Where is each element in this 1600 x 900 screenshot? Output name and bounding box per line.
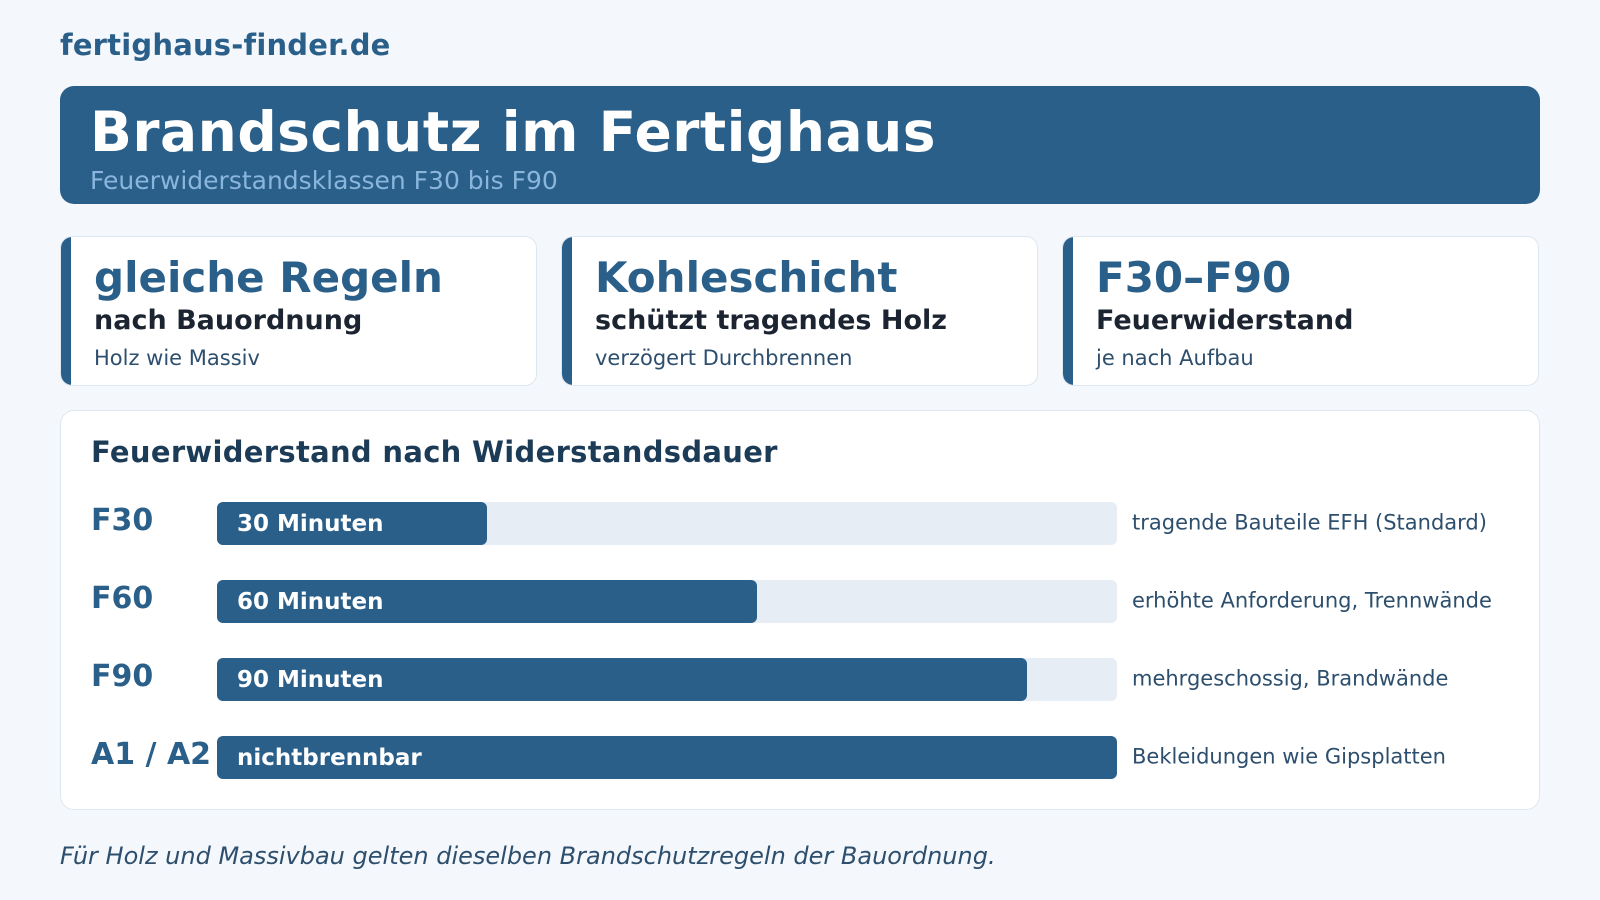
bar-annotation: Bekleidungen wie Gipsplatten: [1132, 745, 1446, 769]
bar-chart: F30 30 Minuten tragende Bauteile EFH (Stan…: [91, 502, 1492, 779]
fact-card-headline: F30–F90: [1096, 253, 1292, 302]
fact-card-note: je nach Aufbau: [1096, 345, 1254, 370]
fact-card-feuerwiderstand: F30–F90 Feuerwiderstand je nach Aufbau: [1062, 236, 1539, 386]
fact-cards: gleiche Regeln nach Bauordnung Holz wie …: [60, 236, 1540, 386]
fact-card-kohleschicht: Kohleschicht schützt tragendes Holz verz…: [561, 236, 1038, 386]
bar-annotation: mehrgeschossig, Brandwände: [1132, 667, 1448, 691]
footer-note: Für Holz und Massivbau gelten dieselben …: [60, 842, 996, 870]
fact-card-note: Holz wie Massiv: [94, 345, 260, 370]
fact-card-strong: schützt tragendes Holz: [595, 305, 947, 337]
site-brand[interactable]: fertighaus-finder.de: [60, 28, 391, 62]
category-label: F90: [91, 659, 153, 694]
fact-card-headline: gleiche Regeln: [94, 253, 443, 302]
fact-card-regeln: gleiche Regeln nach Bauordnung Holz wie …: [60, 236, 537, 386]
bar-value-label: 60 Minuten: [237, 589, 384, 615]
fact-card-headline: Kohleschicht: [595, 253, 898, 302]
bar-annotation: erhöhte Anforderung, Trennwände: [1132, 589, 1492, 613]
bar: [217, 580, 757, 623]
hero-banner: Brandschutz im Fertighaus Feuerwiderstan…: [60, 86, 1540, 204]
bar: [217, 658, 1027, 701]
chart-panel: Feuerwiderstand nach Widerstandsdauer F3…: [60, 410, 1540, 810]
bar: [217, 736, 1117, 779]
hero-title: Brandschutz im Fertighaus: [90, 100, 937, 164]
bar-value-label: nichtbrennbar: [237, 745, 422, 771]
category-label: A1 / A2: [91, 737, 211, 772]
fact-card-strong: nach Bauordnung: [94, 305, 363, 337]
fact-card-strong: Feuerwiderstand: [1096, 305, 1354, 337]
category-label: F60: [91, 581, 153, 616]
bar-annotation: tragende Bauteile EFH (Standard): [1132, 511, 1487, 535]
category-label: F30: [91, 503, 153, 538]
fact-card-note: verzögert Durchbrennen: [595, 345, 853, 370]
bar-value-label: 30 Minuten: [237, 511, 384, 537]
bar: [217, 502, 487, 545]
hero-subtitle: Feuerwiderstandsklassen F30 bis F90: [90, 165, 558, 195]
bar-value-label: 90 Minuten: [237, 667, 384, 693]
chart-title: Feuerwiderstand nach Widerstandsdauer: [91, 435, 778, 469]
